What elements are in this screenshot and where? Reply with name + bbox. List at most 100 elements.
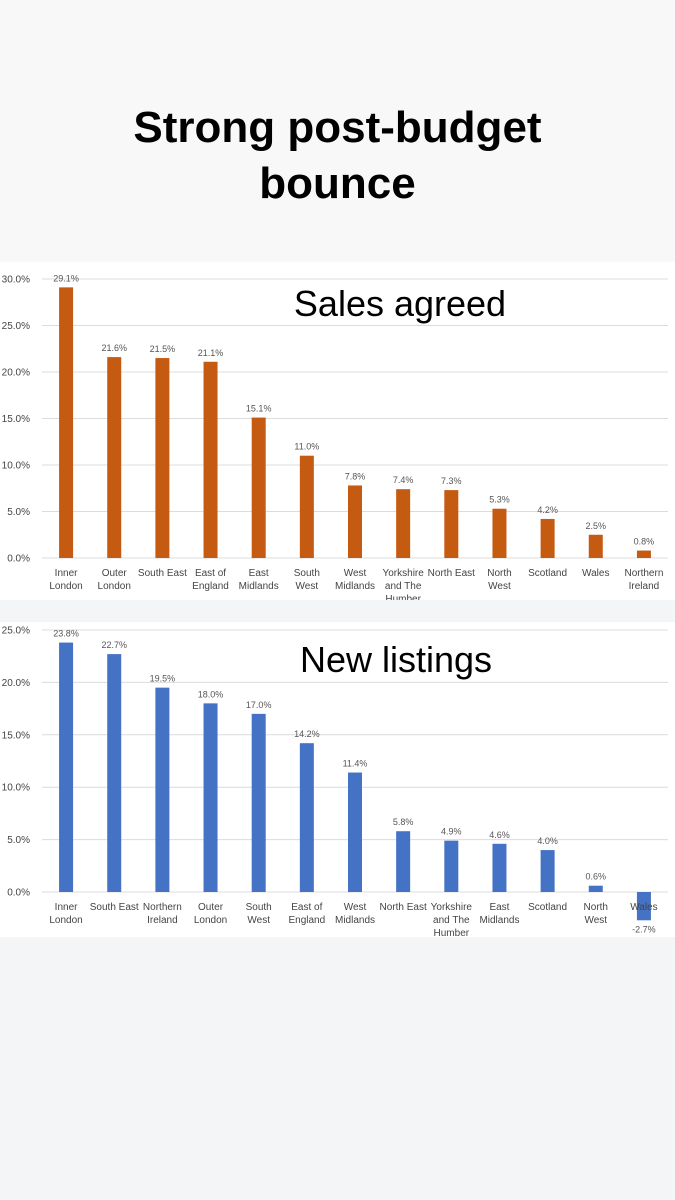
sales-category-label-line: Midlands — [239, 581, 279, 592]
sales-y-tick-label: 0.0% — [7, 554, 30, 565]
sales-bar — [588, 534, 603, 558]
sales-data-label: 21.5% — [150, 344, 176, 354]
listings-bar — [107, 654, 122, 892]
sales-category-label-line: Wales — [582, 568, 609, 579]
listings-y-tick-label: 15.0% — [2, 730, 30, 741]
listings-bar — [540, 850, 555, 892]
listings-category-label: North West — [584, 902, 608, 926]
sales-category-label-line: and The — [385, 581, 422, 592]
header-band — [0, 0, 675, 262]
sales-chart-title: Sales agreed — [294, 283, 506, 324]
listings-y-tick-label: 25.0% — [2, 626, 30, 637]
sales-data-label: 7.8% — [345, 471, 366, 481]
sales-y-tick-label: 10.0% — [2, 461, 30, 472]
listings-category-label: Wales — [630, 902, 657, 913]
sales-category-label-line: Inner — [55, 568, 78, 579]
sales-bar — [444, 490, 459, 558]
sales-category-label-line: Outer — [102, 568, 128, 579]
listings-data-label: 4.0% — [537, 836, 558, 846]
listings-data-label: 22.7% — [101, 640, 127, 650]
listings-data-label: -2.7% — [632, 924, 656, 934]
sales-agreed-svg: 0.0% 5.0% 10.0% 15.0% 20.0% 25.0% 30.0% Sales a… — [2, 273, 668, 600]
listings-y-tick-label: 0.0% — [7, 888, 30, 899]
listings-data-label: 0.6% — [586, 872, 607, 882]
listings-data-label: 14.2% — [294, 729, 320, 739]
listings-y-tick-label: 5.0% — [7, 835, 30, 846]
listings-data-label: 5.8% — [393, 817, 414, 827]
sales-category-label-line: South — [294, 568, 320, 579]
sales-category-label-line: London — [98, 581, 131, 592]
listings-category-label-line: London — [194, 915, 227, 926]
sales-bar — [540, 518, 555, 558]
listings-category-label-line: Inner — [55, 902, 78, 913]
listings-category-label-line: South East — [90, 902, 139, 913]
new-listings-svg: 0.0% 5.0% 10.0% 15.0% 20.0% 25.0% New listings… — [2, 626, 668, 937]
sales-category-label-line: East of — [195, 568, 226, 579]
listings-category-label-line: East of — [291, 902, 322, 913]
page-title-line-2: bounce — [259, 159, 416, 208]
sales-data-label: 4.2% — [537, 505, 558, 515]
sales-bar — [348, 485, 362, 558]
sales-category-label: East of England — [192, 568, 229, 592]
sales-category-label-line: East — [249, 568, 269, 579]
sales-y-tick-label: 30.0% — [2, 275, 30, 286]
sales-bar — [636, 550, 651, 558]
sales-category-label: South West — [294, 568, 320, 592]
listings-bar — [251, 713, 266, 892]
listings-category-label: Inner London — [49, 902, 82, 926]
listings-category-label-line: Midlands — [479, 915, 519, 926]
listings-bar — [588, 885, 603, 892]
sales-y-tick-label: 5.0% — [7, 507, 30, 518]
listings-bar — [59, 642, 74, 892]
listings-y-tick-label: 10.0% — [2, 783, 30, 794]
sales-category-label: North West — [487, 568, 511, 592]
listings-category-label: East Midlands — [479, 902, 519, 926]
sales-bar — [299, 455, 314, 558]
page-title: Strong post-budget bounce — [0, 100, 675, 212]
sales-category-label-line: West — [296, 581, 319, 592]
sales-bar — [203, 361, 218, 558]
sales-category-label: Yorkshire and The Humber — [382, 568, 424, 600]
sales-bar — [155, 358, 170, 558]
sales-category-label: South East — [138, 568, 187, 579]
listings-category-label-line: Outer — [198, 902, 224, 913]
sales-y-tick-label: 25.0% — [2, 321, 30, 332]
listings-category-label-line: Scotland — [528, 902, 567, 913]
listings-category-label-line: North — [584, 902, 608, 913]
sales-category-label: Inner London — [49, 568, 82, 592]
listings-category-label-line: Northern — [143, 902, 182, 913]
listings-category-label: Northern Ireland — [143, 902, 182, 926]
sales-bar — [251, 417, 266, 558]
sales-data-label: 29.1% — [53, 273, 79, 283]
sales-category-label-line: North — [487, 568, 511, 579]
sales-data-label: 2.5% — [586, 521, 607, 531]
listings-category-label: Yorkshire and The Humber — [431, 902, 473, 937]
listings-chart-title: New listings — [300, 639, 492, 680]
listings-bar — [492, 843, 507, 892]
listings-bar — [155, 687, 170, 892]
listings-category-label-line: and The — [433, 915, 470, 926]
listings-bar — [396, 831, 411, 892]
sales-data-label: 15.1% — [246, 404, 272, 414]
listings-category-label: West Midlands — [335, 902, 375, 926]
sales-category-label: Scotland — [528, 568, 567, 579]
sales-agreed-chart: 0.0% 5.0% 10.0% 15.0% 20.0% 25.0% 30.0% Sales a… — [0, 262, 675, 600]
sales-data-label: 7.4% — [393, 475, 414, 485]
sales-data-label: 11.0% — [294, 442, 319, 452]
sales-data-label: 7.3% — [441, 476, 462, 486]
listings-bar — [348, 772, 362, 892]
listings-category-label: North East — [380, 902, 427, 913]
sales-category-label-line: Midlands — [335, 581, 375, 592]
sales-category-label-line: Northern — [624, 568, 663, 579]
sales-bar — [396, 489, 411, 558]
listings-data-label: 4.6% — [489, 830, 510, 840]
listings-category-label: South West — [246, 902, 272, 926]
sales-bar — [492, 508, 507, 558]
listings-bar — [444, 840, 459, 892]
listings-data-label: 19.5% — [150, 674, 176, 684]
sales-bar — [59, 287, 74, 558]
sales-category-label-line: North East — [428, 568, 475, 579]
sales-category-label: East Midlands — [239, 568, 279, 592]
listings-category-label-line: North East — [380, 902, 427, 913]
sales-data-label: 21.1% — [198, 348, 224, 358]
